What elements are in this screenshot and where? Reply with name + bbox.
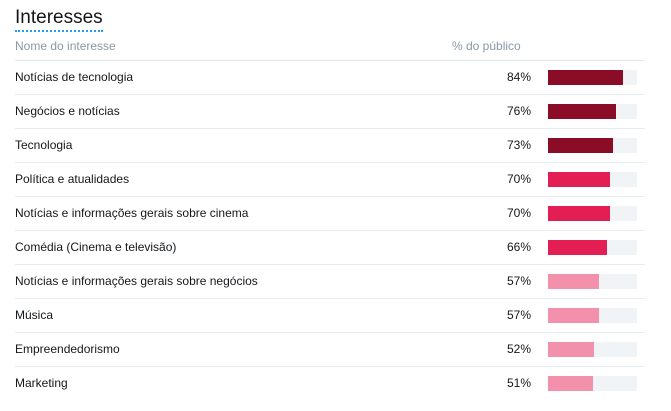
table-row: Tecnologia 73% xyxy=(15,129,645,163)
interest-name: Notícias e informações gerais sobre cine… xyxy=(15,206,249,220)
interest-name: Negócios e notícias xyxy=(15,104,120,118)
audience-bar-track xyxy=(548,172,637,187)
audience-bar-track xyxy=(548,138,637,153)
interests-list: Notícias de tecnologia 84% Negócios e notí… xyxy=(15,61,645,400)
audience-percent: 70% xyxy=(506,206,531,220)
audience-bar-fill xyxy=(548,172,611,187)
audience-bar-fill xyxy=(548,240,607,255)
interest-name: Notícias de tecnologia xyxy=(15,70,134,84)
audience-percent: 52% xyxy=(506,342,531,356)
panel-title[interactable]: Interesses xyxy=(15,7,103,32)
title-row: Interesses xyxy=(15,0,645,32)
table-row: Comédia (Cinema e televisão) 66% xyxy=(15,231,645,265)
interest-name: Notícias e informações gerais sobre negó… xyxy=(15,274,258,288)
audience-bar-fill xyxy=(548,308,599,323)
audience-bar-fill xyxy=(548,206,611,221)
table-row: Notícias de tecnologia 84% xyxy=(15,61,645,95)
audience-bar-fill xyxy=(548,274,599,289)
table-row: Notícias e informações gerais sobre cine… xyxy=(15,197,645,231)
audience-bar-fill xyxy=(548,342,595,357)
column-header-audience: % do público xyxy=(452,39,521,53)
table-row: Política e atualidades 70% xyxy=(15,163,645,197)
table-row: Empreendedorismo 52% xyxy=(15,333,645,367)
interest-name: Política e atualidades xyxy=(15,172,130,186)
audience-percent: 76% xyxy=(506,104,531,118)
table-row: Notícias e informações gerais sobre negó… xyxy=(15,265,645,299)
audience-bar-track xyxy=(548,240,637,255)
audience-percent: 51% xyxy=(506,376,531,390)
audience-bar-fill xyxy=(548,376,594,391)
interest-name: Comédia (Cinema e televisão) xyxy=(15,240,177,254)
audience-percent: 84% xyxy=(506,70,531,84)
audience-bar-track xyxy=(548,342,637,357)
audience-bar-fill xyxy=(548,138,613,153)
table-row: Negócios e notícias 76% xyxy=(15,95,645,129)
audience-bar-track xyxy=(548,104,637,119)
audience-bar-fill xyxy=(548,70,623,85)
audience-bar-fill xyxy=(548,104,616,119)
table-row: Música 57% xyxy=(15,299,645,333)
audience-bar-track xyxy=(548,308,637,323)
table-row: Marketing 51% xyxy=(15,367,645,400)
audience-percent: 57% xyxy=(506,274,531,288)
interests-panel: Interesses Nome do interesse % do públic… xyxy=(15,0,645,400)
interest-name: Empreendedorismo xyxy=(15,342,120,356)
column-header-name: Nome do interesse xyxy=(15,39,116,53)
table-header: Nome do interesse % do público xyxy=(15,32,645,61)
audience-bar-track xyxy=(548,376,637,391)
audience-percent: 73% xyxy=(506,138,531,152)
audience-bar-track xyxy=(548,274,637,289)
audience-percent: 70% xyxy=(506,172,531,186)
interest-name: Tecnologia xyxy=(15,138,73,152)
audience-bar-track xyxy=(548,206,637,221)
interest-name: Música xyxy=(15,308,54,322)
audience-bar-track xyxy=(548,70,637,85)
audience-percent: 57% xyxy=(506,308,531,322)
audience-percent: 66% xyxy=(506,240,531,254)
interest-name: Marketing xyxy=(15,376,68,390)
